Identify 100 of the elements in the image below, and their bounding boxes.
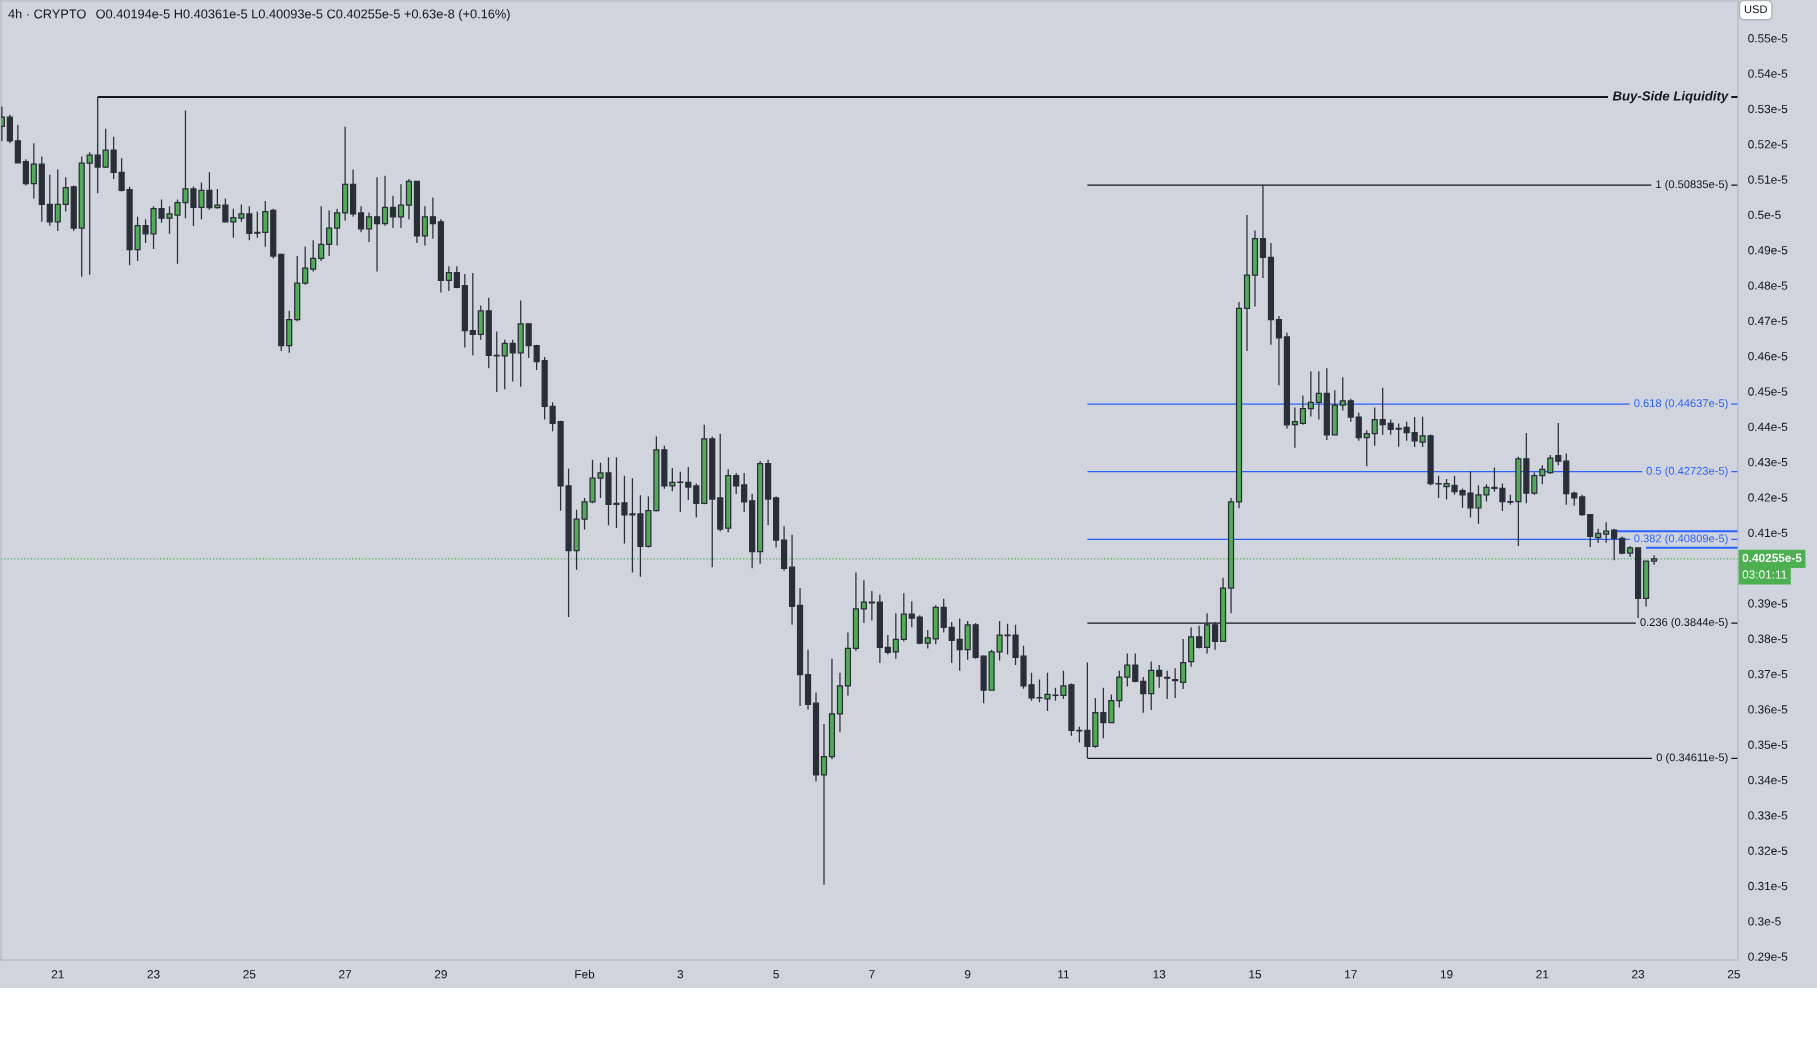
candlestick: [1595, 528, 1602, 544]
y-tick-label: 0.46e-5: [1748, 352, 1788, 361]
candlestick: [1323, 367, 1330, 441]
candlestick: [1299, 394, 1306, 426]
candlestick: [1563, 452, 1570, 506]
candlestick: [46, 174, 53, 227]
candlestick: [1132, 652, 1139, 683]
candlestick: [1531, 471, 1538, 496]
candlestick: [389, 195, 397, 229]
series-label: 0.236 (0.3844e-5): [1640, 617, 1728, 629]
candlestick: [421, 205, 429, 247]
candlestick: [1371, 406, 1378, 447]
candlestick: [812, 691, 820, 783]
candlestick: [1100, 687, 1107, 739]
candlestick: [270, 208, 277, 260]
candlestick: [1180, 638, 1187, 690]
candlestick: [286, 310, 293, 354]
y-tick-label: 0.52e-5: [1748, 140, 1788, 149]
candlestick: [780, 525, 788, 572]
y-tick-label: 0.32e-5: [1748, 846, 1788, 855]
x-tick-label: 13: [1153, 970, 1166, 979]
candlestick: [1172, 667, 1179, 699]
candlestick: [741, 472, 748, 513]
candlestick: [948, 621, 955, 664]
candlestick: [1283, 332, 1291, 430]
candlestick: [836, 672, 844, 733]
candlestick: [30, 142, 37, 200]
candlestick: [262, 200, 269, 248]
candlestick: [916, 614, 923, 645]
y-tick-label: 0.29e-5: [1748, 952, 1788, 961]
candlestick: [765, 459, 772, 526]
candlestick: [62, 176, 69, 213]
candlestick: [365, 211, 373, 243]
candlestick: [485, 297, 492, 369]
text: O0.40194e-5 H0.40361e-5 L0.40093e-5 C0.40255e-5 +0.63e-8 (+0.16%): [96, 9, 510, 21]
x-tick-label: 27: [339, 970, 352, 979]
candlestick: [22, 158, 29, 187]
candlestick: [1547, 454, 1554, 475]
candlestick: [964, 620, 971, 661]
y-tick-label: 0.49e-5: [1748, 246, 1788, 255]
candlestick: [1611, 528, 1618, 561]
candlestick: [1196, 625, 1203, 650]
y-tick-label: 0.35e-5: [1748, 740, 1788, 749]
candlestick: [302, 245, 309, 286]
candlestick: [413, 180, 421, 244]
candlestick: [1587, 513, 1594, 548]
candlestick: [294, 255, 301, 322]
candlestick: [1116, 670, 1123, 709]
candlestick: [1188, 626, 1195, 668]
y-tick-label: 0.41e-5: [1748, 528, 1788, 537]
candlestick: [461, 273, 468, 349]
candlestick: [852, 571, 860, 652]
candlestick: [844, 631, 852, 697]
candlestick: [381, 175, 389, 227]
x-tick-label: 5: [773, 970, 779, 979]
candlestick: [717, 433, 724, 533]
candlestick: [349, 168, 357, 218]
candlestick: [342, 126, 349, 222]
x-tick-label: 9: [964, 970, 971, 979]
candlestick: [1140, 676, 1147, 714]
candlestick: [1347, 398, 1354, 423]
x-tick-label: 7: [869, 970, 875, 979]
candlestick: [1275, 315, 1283, 386]
candlestick: [373, 176, 381, 273]
candlestick: [1235, 301, 1243, 509]
candlestick: [932, 604, 939, 645]
candlestick: [1211, 621, 1219, 651]
candlestick: [892, 612, 899, 660]
candlestick: [1339, 376, 1346, 412]
series-label: 0.382 (0.40809e-5): [1634, 534, 1728, 545]
candlestick: [54, 168, 61, 232]
candlestick: [773, 495, 780, 549]
y-tick-label: 0.33e-5: [1748, 811, 1788, 820]
y-tick-label: 0.43e-5: [1748, 457, 1788, 467]
x-tick-label: 23: [147, 970, 160, 979]
candlestick: [326, 209, 333, 257]
y-tick-label: 0.38e-5: [1748, 634, 1788, 643]
candlestick: [334, 208, 341, 247]
candlestick: [956, 617, 963, 672]
candlestick: [677, 471, 684, 513]
candlestick: [1579, 494, 1586, 517]
candlestick: [397, 183, 405, 229]
candlestick: [828, 658, 836, 760]
y-tick-label: 0.3e-5: [1748, 917, 1781, 926]
x-tick-label: Feb: [575, 969, 595, 979]
candlestick: [254, 210, 261, 239]
candlestick: [860, 579, 867, 624]
y-tick-label: 0.34e-5: [1748, 775, 1788, 785]
x-tick-label: 3: [677, 970, 684, 979]
y-tick-label: 0.42e-5: [1748, 493, 1788, 502]
candlestick: [924, 629, 931, 650]
y-tick-label: 0.44e-5: [1748, 422, 1788, 432]
y-tick-label: 0.53e-5: [1748, 104, 1788, 114]
text: 03:01:11: [1742, 570, 1787, 579]
candlestick: [509, 339, 516, 383]
candlestick: [1251, 229, 1259, 308]
x-tick-label: 21: [1536, 970, 1549, 979]
ref-line-label: 0.40255e-5: [1742, 553, 1802, 563]
y-tick-label: 0.45e-5: [1748, 387, 1788, 396]
candlestick: [1219, 577, 1227, 643]
